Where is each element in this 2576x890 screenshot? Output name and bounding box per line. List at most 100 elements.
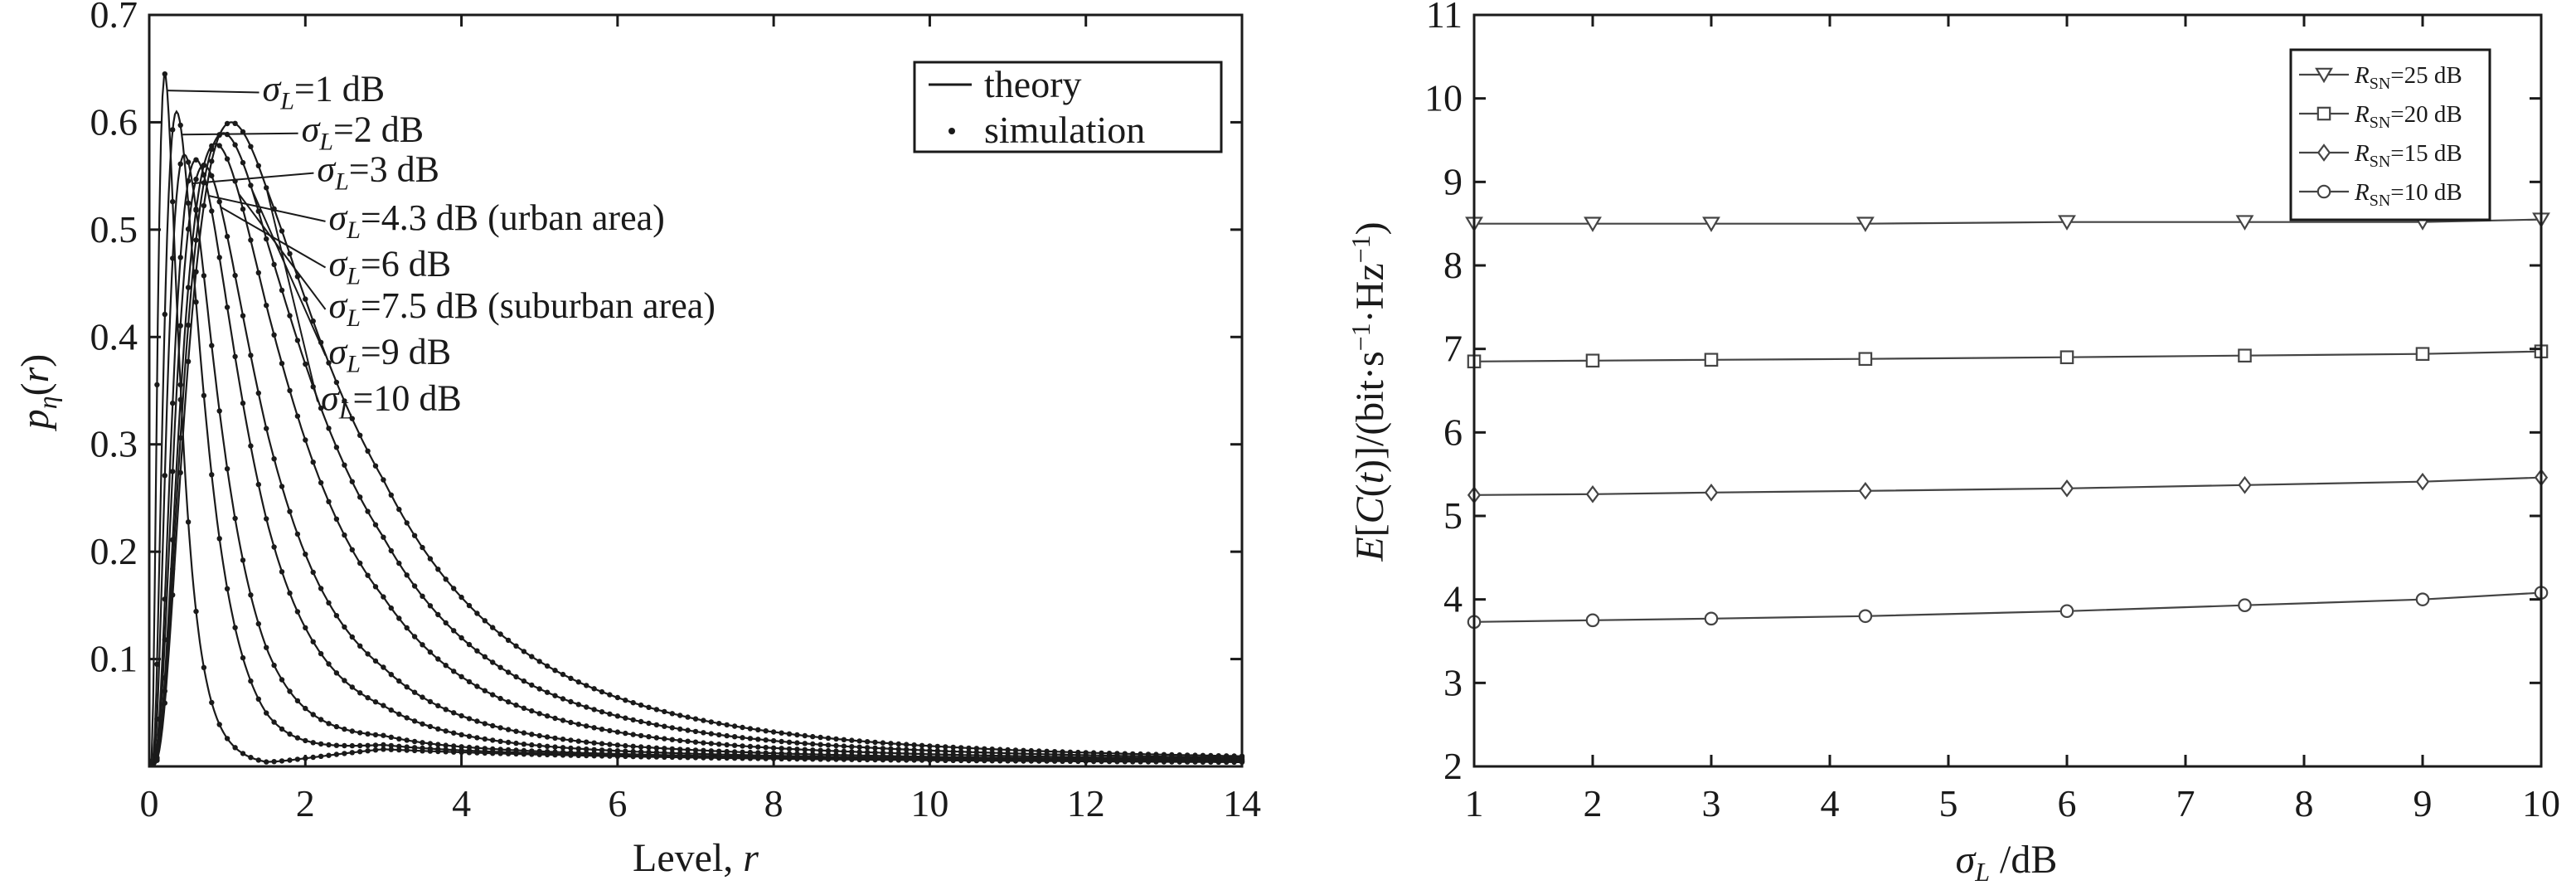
simulation-point [185,159,192,165]
simulation-point [856,749,862,755]
simulation-point [904,742,910,747]
annotation-leader-6 [251,190,327,357]
simulation-point [248,592,254,598]
annotation-label-4: σL=6 dB [329,244,452,290]
annotation-label-2: σL=3 dB [317,149,439,196]
simulation-point [770,737,777,744]
simulation-point [677,747,683,752]
simulation-point [294,756,301,762]
simulation-point [623,748,628,754]
simulation-point [872,750,878,756]
simulation-point [216,255,222,260]
simulation-point [271,261,277,268]
simulation-point [224,156,230,162]
simulation-point [474,745,480,751]
simulation-point [934,748,941,754]
simulation-point [544,734,551,740]
series-marker [1856,216,1875,232]
simulation-point [255,390,261,396]
simulation-point [310,712,316,717]
simulation-point [1192,752,1198,758]
left-x-ticks: 0 2 4 6 8 10 12 14 [140,15,1261,824]
simulation-point [653,750,660,756]
simulation-point [264,426,269,431]
legend-marker-swatch [2316,184,2331,199]
simulation-point [958,749,964,755]
simulation-point [740,735,745,741]
simulation-point [342,678,347,683]
right-plot-frame [1472,13,2543,768]
simulation-point [763,745,769,751]
simulation-point [872,739,878,746]
simulation-point [170,469,176,474]
simulation-point [701,717,706,723]
legend-entry-1: RSN=20 dB [2354,101,2462,132]
simulation-point [607,747,613,753]
simulation-point [544,663,551,669]
simulation-point [591,751,597,756]
simulation-point [856,744,862,750]
simulation-point [919,751,925,757]
simulation-point [209,173,215,179]
simulation-point [466,733,473,739]
simulation-point [435,656,441,662]
simulation-point [279,228,285,234]
simulation-point [451,586,457,591]
simulation-point [638,732,644,739]
simulation-point [810,751,816,757]
simulation-point [303,705,308,712]
simulation-point [513,740,519,747]
simulation-point [404,737,410,743]
simulation-point [856,738,862,744]
simulation-point [731,734,738,740]
simulation-point [794,732,800,738]
simulation-point [232,120,238,126]
simulation-point [841,752,847,758]
simulation-point [630,717,636,723]
left-panel: 0 2 4 6 8 10 12 14 0.1 0.2 0.3 0.4 0.5 0.6 0.7 σL=1 d… [13,0,1261,880]
simulation-point [1012,747,1019,753]
series-line [1473,476,2542,496]
simulation-point [451,628,457,634]
simulation-point [154,749,160,756]
simulation-point [770,729,777,735]
simulation-point [662,746,667,751]
simulation-point [505,637,512,644]
right-x-tick-label: 10 [2522,782,2560,824]
simulation-point [388,605,394,611]
left-plot-frame [148,13,1244,768]
simulation-point [560,696,566,702]
simulation-point [318,405,324,411]
simulation-point [529,742,535,748]
simulation-point [575,750,581,756]
simulation-point [646,720,652,727]
simulation-point [950,748,956,755]
simulation-point [740,724,745,731]
simulation-point [653,707,660,712]
simulation-point [209,146,215,153]
left-x-tick-label: 6 [608,782,627,824]
simulation-point [927,751,933,757]
simulation-point [466,678,473,685]
simulation-point [544,743,551,749]
simulation-point [568,719,574,726]
simulation-point [482,736,488,742]
right-y-tick-label: 8 [1443,244,1463,286]
simulation-point [521,730,527,736]
simulation-point [458,635,464,641]
simulation-point [318,650,324,657]
simulation-point [451,747,457,753]
simulation-point [833,736,839,742]
simulation-point [365,572,371,578]
simulation-point [216,199,222,205]
simulation-point [185,178,192,184]
simulation-point [880,746,886,751]
simulation-point [420,544,425,551]
simulation-point [872,745,878,751]
simulation-point [318,586,324,591]
simulation-point [536,742,542,749]
simulation-point [310,318,316,324]
simulation-point [497,664,503,670]
simulation-point [1138,751,1143,757]
